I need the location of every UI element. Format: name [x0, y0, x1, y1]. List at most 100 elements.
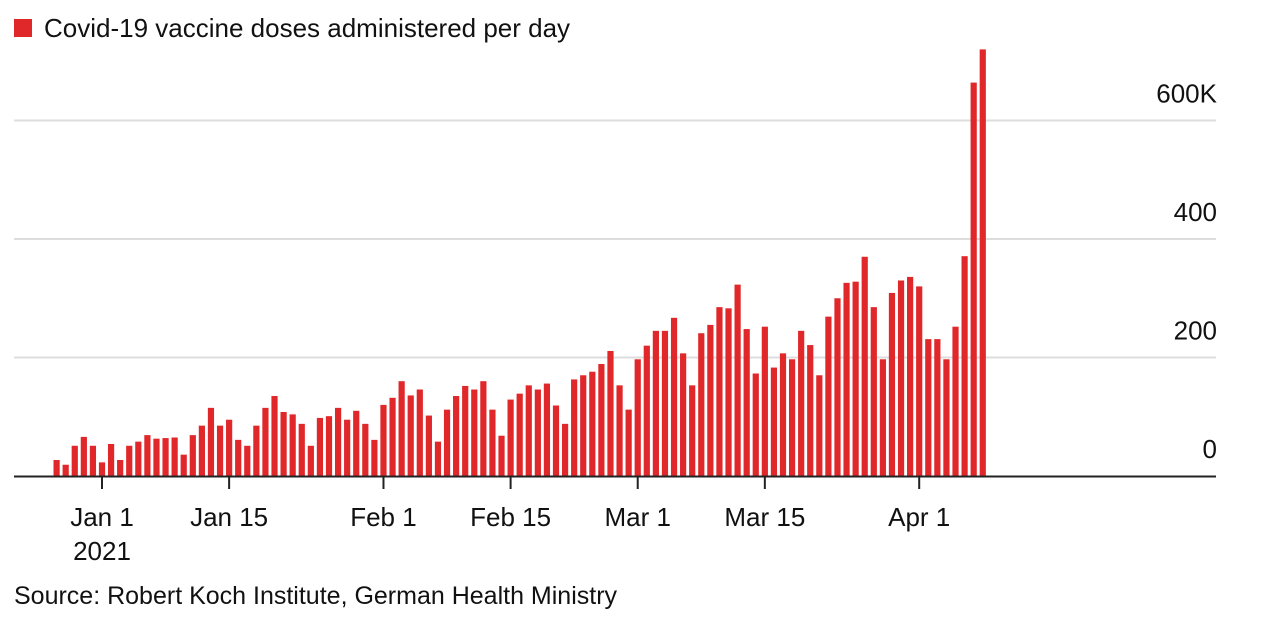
bar	[262, 407, 269, 476]
bar	[362, 423, 369, 476]
bar	[153, 438, 160, 476]
bar	[788, 359, 796, 476]
bar	[189, 435, 196, 476]
bar	[216, 425, 224, 476]
bar	[598, 364, 605, 476]
bar	[543, 383, 551, 476]
y-tick-label: 200	[1174, 316, 1217, 346]
bar	[943, 359, 950, 476]
x-tick-label: Mar 1	[604, 502, 670, 532]
x-tick-label: Apr 1	[888, 502, 950, 532]
bar	[325, 416, 333, 476]
bar	[670, 317, 678, 476]
bar	[98, 462, 106, 476]
bar	[144, 435, 151, 476]
gridlines	[14, 119, 1216, 359]
bar	[834, 298, 841, 476]
bar	[244, 445, 251, 476]
bar	[807, 345, 814, 476]
source-note: Source: Robert Koch Institute, German He…	[14, 582, 618, 610]
x-tick-sublabel: 2021	[73, 536, 131, 566]
bar	[226, 419, 233, 476]
bar	[126, 445, 133, 476]
bar	[607, 350, 614, 476]
bar	[580, 375, 587, 476]
bar	[907, 276, 914, 476]
bar	[53, 460, 60, 476]
y-tick-label: 600K	[1156, 79, 1217, 109]
bar	[925, 339, 932, 476]
bar	[298, 423, 305, 476]
bar	[661, 330, 669, 476]
bar	[625, 409, 632, 476]
x-tick-label: Jan 15	[190, 502, 268, 532]
bar	[552, 405, 560, 476]
y-tick-label: 0	[1203, 434, 1217, 464]
bar	[698, 333, 705, 476]
bar	[852, 281, 859, 476]
bar	[480, 381, 487, 476]
bar	[970, 82, 977, 476]
bar	[489, 409, 496, 476]
bar	[870, 307, 877, 476]
bar	[180, 454, 187, 476]
bar	[471, 389, 478, 476]
bar	[434, 441, 442, 476]
bar	[171, 437, 178, 476]
bar	[897, 280, 905, 476]
bar	[289, 414, 296, 476]
legend-label: Covid-19 vaccine doses administered per …	[44, 13, 571, 43]
bar	[198, 425, 205, 476]
bar	[334, 407, 342, 476]
bar	[407, 395, 414, 476]
bar	[716, 307, 723, 476]
bar	[952, 326, 959, 476]
bar	[80, 436, 87, 476]
bar	[271, 396, 278, 476]
bar	[107, 444, 115, 476]
bar	[344, 419, 351, 476]
bar	[689, 385, 696, 476]
bar	[843, 282, 850, 476]
bar	[761, 326, 768, 476]
bar	[71, 445, 78, 476]
bar	[779, 353, 787, 476]
bar	[534, 389, 541, 476]
bar	[734, 284, 741, 476]
bar	[770, 367, 778, 476]
bar	[861, 256, 868, 476]
legend-swatch	[14, 19, 32, 37]
bar	[616, 385, 623, 476]
bar	[162, 438, 169, 476]
bar	[280, 412, 287, 476]
bar	[961, 256, 968, 476]
bar	[743, 329, 750, 476]
bar	[752, 373, 759, 476]
bar	[516, 393, 523, 476]
bar	[643, 345, 650, 476]
x-axis: Jan 1 2021 Jan 15 Feb 1 Feb 15 Mar 1 Mar 15 Apr…	[14, 475, 1216, 566]
bar	[561, 423, 569, 476]
legend: Covid-19 vaccine doses administered per …	[14, 12, 570, 44]
y-axis: 0 200 400 600K	[1156, 79, 1217, 465]
bar	[498, 435, 505, 476]
bar	[89, 445, 97, 476]
bar	[62, 464, 69, 476]
bar	[816, 375, 823, 476]
bar	[507, 399, 514, 476]
bar-series	[53, 49, 986, 477]
bar	[707, 324, 714, 476]
bar-chart: Jan 1 2021 Jan 15 Feb 1 Feb 15 Mar 1 Mar 15 Apr…	[14, 49, 1218, 566]
bar	[253, 425, 260, 476]
x-tick-label: Jan 1	[70, 502, 134, 532]
bar	[680, 353, 687, 476]
bar	[634, 359, 641, 476]
bar	[825, 316, 832, 476]
bar	[371, 439, 378, 476]
bar	[398, 381, 405, 476]
bar	[571, 379, 578, 476]
bar	[725, 308, 732, 476]
bar	[235, 439, 242, 476]
bar	[934, 339, 941, 476]
bar	[316, 417, 324, 476]
